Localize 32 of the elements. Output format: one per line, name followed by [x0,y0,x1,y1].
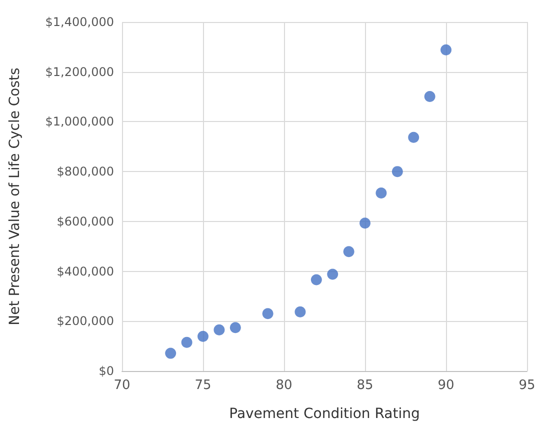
point [310,274,322,286]
x-tick-label: 70 [114,378,130,393]
y-tick-label: $400,000 [56,264,114,278]
point [294,306,306,318]
point [343,246,354,258]
point [262,308,274,320]
point [327,268,338,280]
y-tick-label: $800,000 [56,164,114,179]
y-axis-title: Net Present Value of Life Cycle Costs [7,68,23,326]
y-tick-label: $1,000,000 [45,114,114,129]
point [360,218,370,229]
point [165,348,176,359]
point [408,132,420,143]
y-tick-label: $200,000 [56,314,114,328]
point [230,322,241,334]
point [392,166,403,178]
point [376,188,387,199]
point [440,44,452,56]
y-tick-label: $600,000 [56,214,114,228]
point [424,91,436,102]
y-tick-label: $1,400,000 [45,15,114,29]
x-tick-label: 85 [356,378,374,393]
y-tick-label: $1,200,000 [45,64,114,79]
y-tick-label: $0 [98,364,114,378]
x-tick-label: 75 [194,378,212,393]
x-tick-label: 90 [438,378,454,393]
point [214,324,225,336]
point [181,336,192,348]
point [198,330,208,342]
x-tick-label: 80 [276,378,292,393]
x-tick-label: 95 [518,378,536,393]
x-axis-title: Pavement Condition Rating [229,406,420,422]
